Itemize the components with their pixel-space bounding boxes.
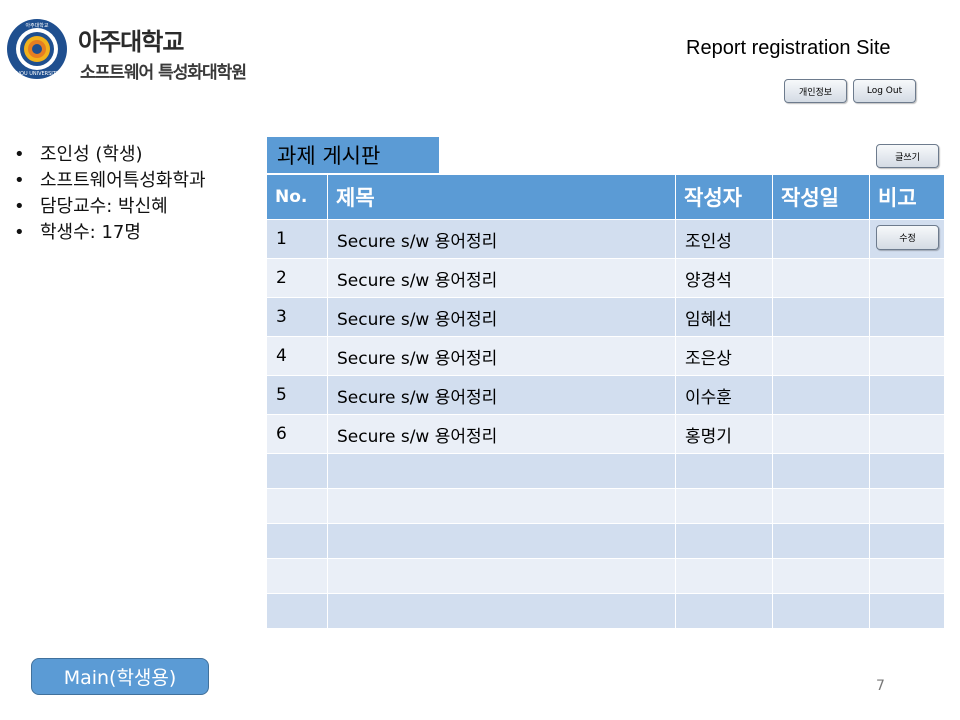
row-number: 1 [266,219,328,259]
university-seal-icon: 아주대학교 AJOU UNIVERSITY [7,19,67,79]
empty-cell [772,593,870,629]
row-note [869,258,945,298]
empty-cell [266,523,328,559]
profile-button[interactable]: 개인정보 [784,79,847,103]
row-number: 2 [266,258,328,298]
page-number: 7 [876,678,885,694]
empty-row [266,558,945,594]
site-title: Report registration Site [686,37,891,59]
row-title[interactable]: Secure s/w 용어정리 [327,414,676,454]
empty-row [266,488,945,524]
empty-cell [869,453,945,489]
board-title: 과제 게시판 [267,137,439,173]
table-row[interactable]: 2 Secure s/w 용어정리 양경석 [266,258,945,298]
row-title[interactable]: Secure s/w 용어정리 [327,297,676,337]
row-number: 5 [266,375,328,415]
empty-cell [675,593,773,629]
row-date [772,375,870,415]
empty-cell [772,558,870,594]
user-info-list: 조인성 (학생) 소프트웨어특성화학과 담당교수: 박신혜 학생수: 17명 [14,142,206,246]
empty-row [266,453,945,489]
empty-cell [675,558,773,594]
empty-cell [675,523,773,559]
table-row[interactable]: 4 Secure s/w 용어정리 조은상 [266,336,945,376]
row-author: 임혜선 [675,297,773,337]
empty-cell [266,593,328,629]
user-department: 소프트웨어특성화학과 [14,168,206,194]
empty-cell [327,523,676,559]
column-header-note: 비고 [869,174,945,220]
row-author: 조인성 [675,219,773,259]
row-number: 3 [266,297,328,337]
edit-button[interactable]: 수정 [876,225,939,250]
empty-cell [869,593,945,629]
row-note [869,336,945,376]
empty-cell [266,453,328,489]
row-date [772,297,870,337]
row-title[interactable]: Secure s/w 용어정리 [327,258,676,298]
empty-cell [869,488,945,524]
row-note [869,297,945,337]
row-title[interactable]: Secure s/w 용어정리 [327,336,676,376]
row-author: 양경석 [675,258,773,298]
row-title[interactable]: Secure s/w 용어정리 [327,375,676,415]
empty-cell [675,453,773,489]
main-button[interactable]: Main(학생용) [31,658,209,695]
table-row[interactable]: 6 Secure s/w 용어정리 홍명기 [266,414,945,454]
user-professor: 담당교수: 박신혜 [14,194,206,220]
row-date [772,414,870,454]
column-header-date: 작성일 [772,174,870,220]
empty-cell [675,488,773,524]
board-table: No. 제목 작성자 작성일 비고 1 Secure s/w 용어정리 조인성 … [266,174,945,629]
empty-cell [327,593,676,629]
graduate-school-name: 소프트웨어 특성화대학원 [80,63,247,83]
logout-button[interactable]: Log Out [853,79,916,103]
empty-cell [772,453,870,489]
row-author: 홍명기 [675,414,773,454]
row-date [772,258,870,298]
empty-row [266,523,945,559]
empty-cell [266,558,328,594]
row-date [772,219,870,259]
row-note [869,414,945,454]
svg-text:아주대학교: 아주대학교 [25,22,48,29]
empty-cell [327,453,676,489]
column-header-author: 작성자 [675,174,773,220]
row-date [772,336,870,376]
row-note: 수정 [869,219,945,259]
row-number: 6 [266,414,328,454]
user-student-count: 학생수: 17명 [14,220,206,246]
university-name: 아주대학교 [78,28,184,56]
table-row[interactable]: 3 Secure s/w 용어정리 임혜선 [266,297,945,337]
svg-text:AJOU UNIVERSITY: AJOU UNIVERSITY [15,71,60,77]
user-name: 조인성 (학생) [14,142,206,168]
table-row[interactable]: 1 Secure s/w 용어정리 조인성 수정 [266,219,945,259]
row-author: 조은상 [675,336,773,376]
empty-cell [772,523,870,559]
column-header-title: 제목 [327,174,676,220]
empty-cell [327,558,676,594]
empty-cell [869,558,945,594]
row-note [869,375,945,415]
row-author: 이수훈 [675,375,773,415]
row-number: 4 [266,336,328,376]
table-row[interactable]: 5 Secure s/w 용어정리 이수훈 [266,375,945,415]
table-header-row: No. 제목 작성자 작성일 비고 [266,174,945,220]
empty-cell [869,523,945,559]
empty-cell [266,488,328,524]
empty-cell [772,488,870,524]
column-header-no: No. [266,174,328,220]
empty-cell [327,488,676,524]
empty-row [266,593,945,629]
write-button[interactable]: 글쓰기 [876,144,939,168]
row-title[interactable]: Secure s/w 용어정리 [327,219,676,259]
